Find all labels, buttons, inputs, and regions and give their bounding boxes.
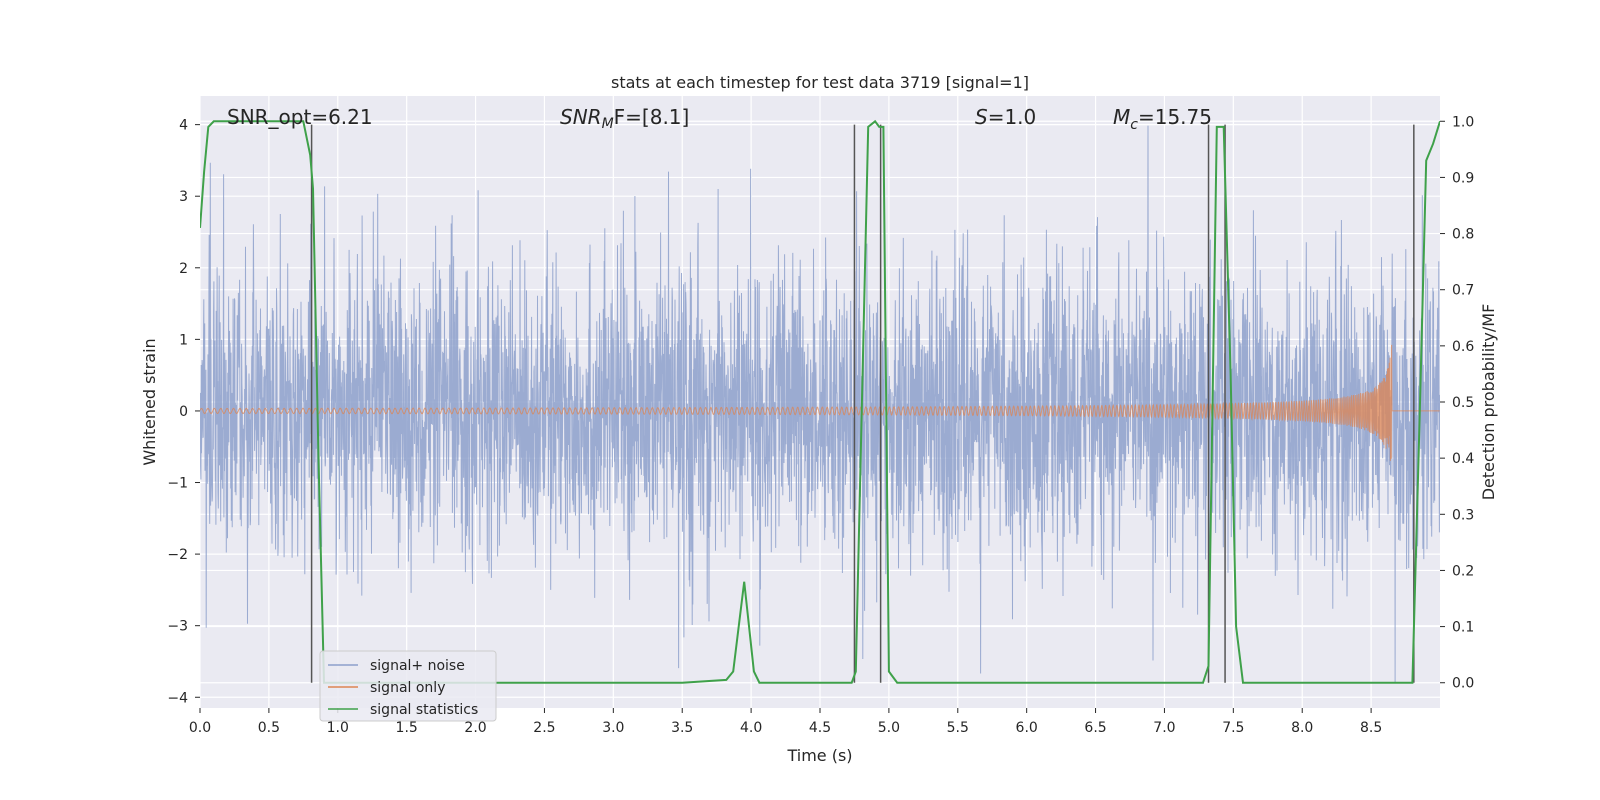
y-tick-label: 3 bbox=[179, 189, 188, 205]
y2-tick-label: 0.0 bbox=[1452, 676, 1474, 692]
y-tick-label: −4 bbox=[167, 690, 188, 706]
x-tick-label: 6.5 bbox=[1084, 720, 1106, 736]
x-tick-label: 0.5 bbox=[258, 720, 280, 736]
y2-tick-label: 0.9 bbox=[1452, 170, 1474, 186]
y-tick-label: 4 bbox=[179, 118, 188, 134]
y-tick-label: −1 bbox=[167, 476, 188, 492]
legend: signal+ noise signal only signal statist… bbox=[319, 650, 497, 722]
y-ticks: −4 −3 −2 −1 0 1 2 3 4 bbox=[167, 118, 200, 706]
x-tick-label: 1.5 bbox=[396, 720, 418, 736]
y2-axis-label: Detection probability/MF bbox=[1479, 304, 1498, 501]
legend-label-signal-statistics: signal statistics bbox=[370, 702, 478, 718]
x-tick-label: 3.0 bbox=[602, 720, 624, 736]
y-axis-label: Whitened strain bbox=[140, 338, 159, 465]
annotation-snr-mf: SNRMF=[8.1] bbox=[560, 105, 689, 132]
x-tick-label: 4.0 bbox=[740, 720, 762, 736]
x-tick-label: 1.0 bbox=[327, 720, 349, 736]
annotation-s: S=1.0 bbox=[975, 105, 1036, 129]
x-tick-label: 6.0 bbox=[1016, 720, 1038, 736]
x-tick-label: 4.5 bbox=[809, 720, 831, 736]
legend-box bbox=[319, 650, 497, 722]
y2-tick-label: 0.8 bbox=[1452, 227, 1474, 243]
x-tick-label: 0.0 bbox=[189, 720, 211, 736]
vertical-markers bbox=[310, 124, 1415, 683]
y-tick-label: 0 bbox=[179, 404, 188, 420]
series-signal-plus-noise bbox=[200, 125, 1440, 683]
x-tick-label: 3.5 bbox=[671, 720, 693, 736]
y-tick-label: 2 bbox=[179, 261, 188, 277]
x-tick-label: 7.5 bbox=[1222, 720, 1244, 736]
y2-tick-label: 0.1 bbox=[1452, 620, 1474, 636]
annotation-mc: Mc=15.75 bbox=[1113, 105, 1212, 133]
y2-tick-label: 0.7 bbox=[1452, 283, 1474, 299]
x-axis-label: Time (s) bbox=[786, 746, 852, 765]
x-tick-label: 8.0 bbox=[1291, 720, 1313, 736]
x-tick-label: 8.5 bbox=[1360, 720, 1382, 736]
y-tick-label: 1 bbox=[179, 332, 188, 348]
x-tick-label: 5.5 bbox=[947, 720, 969, 736]
y2-ticks: 0.0 0.1 0.2 0.3 0.4 0.5 0.6 0.7 0.8 0.9 1.0 bbox=[1440, 114, 1474, 692]
y2-tick-label: 0.4 bbox=[1452, 451, 1474, 467]
legend-label-signal-plus-noise: signal+ noise bbox=[370, 658, 465, 674]
legend-label-signal-only: signal only bbox=[370, 680, 445, 696]
x-ticks: 0.0 0.5 1.0 1.5 2.0 2.5 3.0 3.5 4.0 4.5 5.0 5.5 6.0 6… bbox=[189, 708, 1382, 736]
series-signal-statistics bbox=[200, 119, 1440, 684]
y2-tick-label: 0.2 bbox=[1452, 563, 1474, 579]
y2-tick-label: 0.3 bbox=[1452, 507, 1474, 523]
y2-tick-label: 1.0 bbox=[1452, 114, 1474, 130]
y2-tick-label: 0.5 bbox=[1452, 395, 1474, 411]
x-tick-label: 7.0 bbox=[1153, 720, 1175, 736]
chart-title: stats at each timestep for test data 371… bbox=[611, 73, 1029, 92]
x-tick-label: 2.5 bbox=[533, 720, 555, 736]
series-signal-only bbox=[200, 344, 1440, 461]
annotation-snr-opt: SNR_opt=6.21 bbox=[227, 105, 373, 129]
y-tick-label: −2 bbox=[167, 547, 188, 563]
x-tick-label: 5.0 bbox=[878, 720, 900, 736]
y2-tick-label: 0.6 bbox=[1452, 339, 1474, 355]
y-tick-label: −3 bbox=[167, 619, 188, 635]
x-tick-label: 2.0 bbox=[464, 720, 486, 736]
